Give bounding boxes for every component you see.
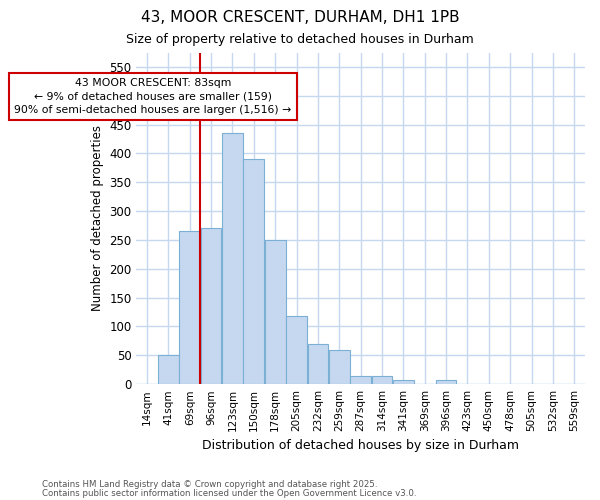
- Bar: [265, 240, 286, 384]
- Text: 43 MOOR CRESCENT: 83sqm
← 9% of detached houses are smaller (159)
90% of semi-de: 43 MOOR CRESCENT: 83sqm ← 9% of detached…: [14, 78, 292, 115]
- Bar: [350, 376, 371, 384]
- Text: 43, MOOR CRESCENT, DURHAM, DH1 1PB: 43, MOOR CRESCENT, DURHAM, DH1 1PB: [140, 10, 460, 25]
- Bar: [371, 376, 392, 384]
- Y-axis label: Number of detached properties: Number of detached properties: [91, 126, 104, 312]
- Bar: [179, 232, 200, 384]
- Bar: [308, 344, 328, 384]
- Bar: [222, 134, 243, 384]
- X-axis label: Distribution of detached houses by size in Durham: Distribution of detached houses by size …: [202, 440, 519, 452]
- Text: Contains HM Land Registry data © Crown copyright and database right 2025.: Contains HM Land Registry data © Crown c…: [42, 480, 377, 489]
- Text: Size of property relative to detached houses in Durham: Size of property relative to detached ho…: [126, 32, 474, 46]
- Bar: [201, 228, 221, 384]
- Bar: [436, 380, 457, 384]
- Bar: [393, 380, 414, 384]
- Bar: [329, 350, 350, 384]
- Bar: [286, 316, 307, 384]
- Bar: [158, 356, 179, 384]
- Bar: [244, 159, 264, 384]
- Text: Contains public sector information licensed under the Open Government Licence v3: Contains public sector information licen…: [42, 488, 416, 498]
